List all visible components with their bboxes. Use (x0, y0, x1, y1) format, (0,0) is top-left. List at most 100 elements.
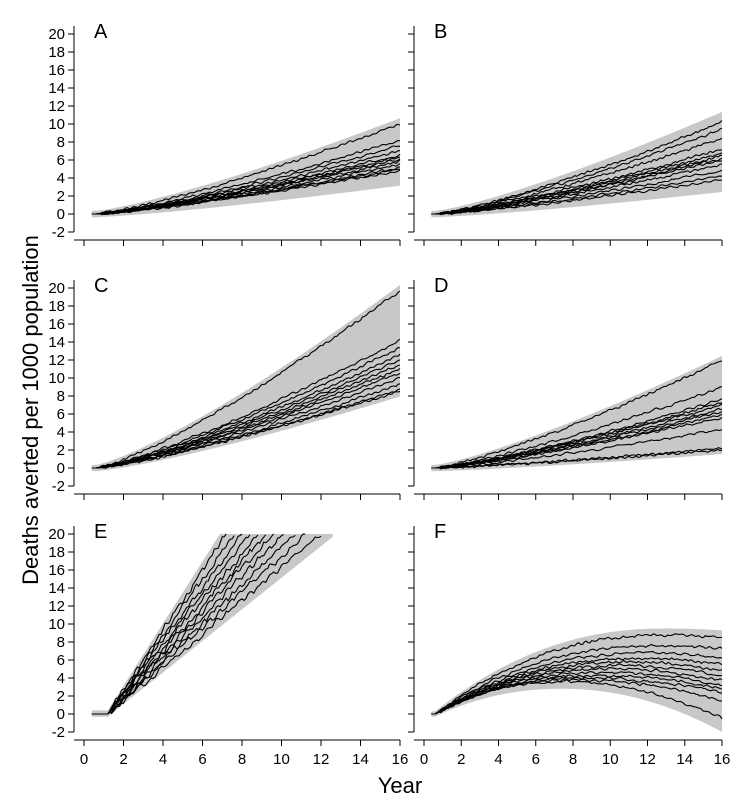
y-tick-label: 12 (48, 598, 65, 615)
x-tick-label: 4 (494, 751, 502, 768)
x-tick-label: 0 (420, 751, 428, 768)
y-axis-title: Deaths averted per 1000 population (18, 235, 43, 585)
y-tick-label: 8 (57, 634, 65, 651)
x-tick-label: 14 (352, 751, 369, 768)
confidence-band (431, 111, 722, 218)
confidence-band (91, 118, 401, 218)
series-line (91, 123, 401, 215)
panel-letter: B (434, 21, 447, 43)
series-line (431, 633, 723, 715)
x-tick-label: 6 (532, 751, 540, 768)
y-tick-label: 16 (48, 62, 65, 79)
panel-letter: D (434, 275, 448, 297)
y-tick-label: 14 (48, 580, 65, 597)
series-line (91, 338, 401, 469)
series-line (91, 368, 401, 469)
panel-letter: F (434, 521, 446, 543)
series-line (431, 411, 723, 469)
panel-b: B (408, 21, 723, 246)
series-line (431, 417, 723, 469)
series-line (431, 360, 723, 469)
series-line (91, 534, 267, 715)
series-line (91, 290, 401, 469)
y-tick-label: 2 (57, 442, 65, 459)
y-tick-label: 10 (48, 616, 65, 633)
x-tick-label: 10 (273, 751, 290, 768)
y-tick-label: 20 (48, 280, 65, 297)
y-tick-label: 0 (57, 206, 65, 223)
y-tick-label: 18 (48, 544, 65, 561)
series-line (91, 534, 251, 715)
y-tick-label: 18 (48, 298, 65, 315)
series-line (431, 663, 723, 715)
y-tick-label: 16 (48, 562, 65, 579)
y-tick-label: 16 (48, 316, 65, 333)
series-line (431, 154, 723, 215)
y-tick-label: 10 (48, 116, 65, 133)
y-tick-label: 10 (48, 370, 65, 387)
series-line (91, 535, 322, 715)
series-line (91, 145, 401, 215)
series-line (431, 386, 723, 469)
x-axis-title: Year (378, 773, 422, 798)
panel-letter: E (94, 521, 107, 543)
y-tick-label: 18 (48, 44, 65, 61)
y-tick-label: 12 (48, 352, 65, 369)
x-tick-label: 12 (639, 751, 656, 768)
series-line (431, 657, 723, 715)
x-tick-label: 12 (313, 751, 330, 768)
series-line (431, 414, 723, 469)
series-line (431, 448, 723, 469)
x-tick-label: 4 (159, 751, 167, 768)
series-line (91, 163, 401, 216)
y-tick-label: -2 (52, 478, 65, 495)
y-tick-label: 20 (48, 26, 65, 43)
x-tick-label: 6 (198, 751, 206, 768)
x-tick-label: 14 (676, 751, 693, 768)
confidence-band (91, 284, 401, 472)
y-tick-label: 4 (57, 170, 65, 187)
confidence-band (431, 628, 722, 732)
confidence-band (431, 356, 722, 472)
y-tick-label: 0 (57, 706, 65, 723)
x-tick-label: 16 (392, 751, 409, 768)
series-line (91, 534, 284, 715)
y-tick-label: 8 (57, 134, 65, 151)
series-line (431, 679, 723, 720)
x-tick-label: 16 (714, 751, 731, 768)
y-tick-label: 6 (57, 652, 65, 669)
x-tick-label: 10 (602, 751, 619, 768)
series-line (431, 169, 723, 216)
x-tick-label: 8 (569, 751, 577, 768)
y-tick-label: 14 (48, 80, 65, 97)
y-tick-label: 6 (57, 152, 65, 169)
x-tick-label: 8 (238, 751, 246, 768)
panel-d: D (408, 275, 723, 500)
x-tick-label: 2 (119, 751, 127, 768)
y-tick-label: 2 (57, 188, 65, 205)
y-tick-label: 8 (57, 388, 65, 405)
series-line (431, 651, 723, 715)
y-tick-label: 20 (48, 526, 65, 543)
panel-letter: A (94, 21, 108, 43)
series-line (431, 120, 723, 215)
y-tick-label: 12 (48, 98, 65, 115)
y-tick-label: 4 (57, 670, 65, 687)
series-line (431, 429, 723, 469)
series-line (91, 372, 401, 469)
y-tick-label: 0 (57, 460, 65, 477)
y-tick-label: -2 (52, 724, 65, 741)
y-tick-label: 14 (48, 334, 65, 351)
panel-letter: C (94, 275, 108, 297)
panel-f: 0 2 4 6 8 10 12 14 16 F (408, 521, 730, 768)
series-line (91, 169, 401, 215)
series-line (431, 179, 722, 215)
series-line (431, 160, 723, 215)
y-tick-label: 2 (57, 688, 65, 705)
y-tick-label: -2 (52, 224, 65, 241)
